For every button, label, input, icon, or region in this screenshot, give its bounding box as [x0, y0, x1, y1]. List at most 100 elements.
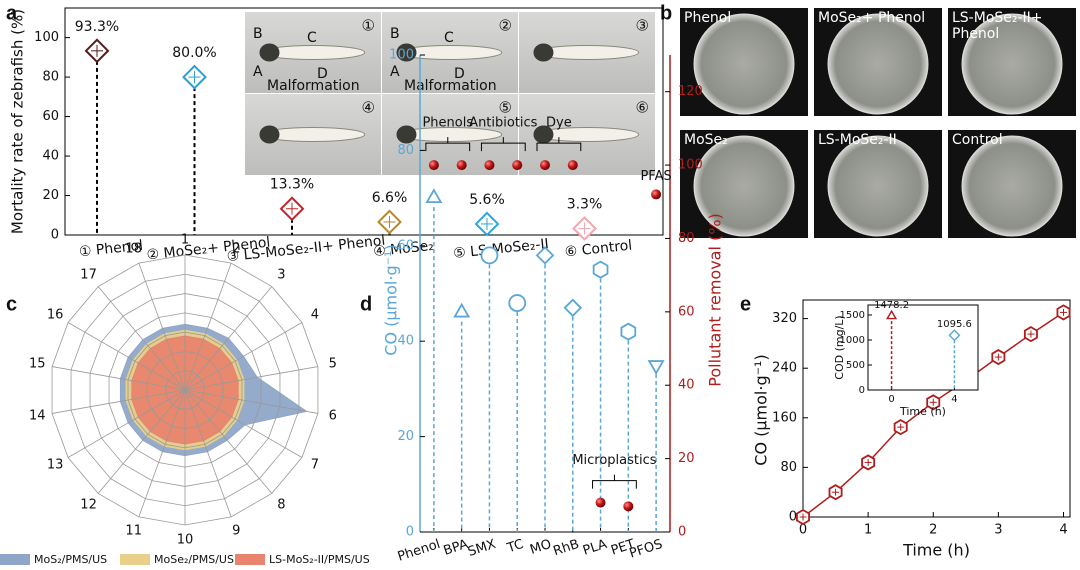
legend-swatch	[120, 554, 150, 565]
y-tick-label: 40	[678, 378, 695, 393]
x-tick-label: 4	[1059, 523, 1067, 538]
y-tick-label: 0	[51, 228, 59, 243]
y-tick-label: 100	[389, 48, 414, 63]
data-label: 93.3%	[75, 19, 119, 35]
inset-annotation: D	[317, 66, 328, 82]
label-box: LS-MoSe₂-II	[818, 132, 897, 148]
marker	[480, 246, 499, 265]
inset-annotation: Malformation	[404, 78, 497, 94]
marker-group	[926, 394, 941, 411]
x-tick-label: BPA	[442, 537, 470, 559]
y-tick-label: 100	[34, 30, 59, 45]
inset-annotation: B	[390, 26, 400, 42]
y-tick-label: 120	[678, 84, 703, 99]
y-tick-label: 80	[42, 70, 59, 85]
marker	[512, 160, 523, 171]
marker-group	[84, 38, 110, 64]
legend-swatch	[235, 554, 265, 565]
x-tick-label: 0	[888, 394, 894, 405]
x-tick-label: PET	[609, 537, 637, 559]
radar-spoke	[138, 389, 186, 517]
photo-label: Phenol	[684, 10, 732, 26]
x-tick-label: SMX	[466, 537, 498, 560]
y-tick-label: 80	[397, 143, 414, 158]
petri-dish	[961, 13, 1063, 115]
group-label: PFAS	[640, 169, 671, 184]
axis-label: 13	[47, 458, 64, 473]
y-tick-label: 1500	[840, 310, 865, 321]
axis-label: 6	[329, 409, 337, 424]
legend-label: LS-MoS₂-II/PMS/US	[269, 553, 370, 566]
radar-spoke	[97, 389, 186, 494]
marker-group	[886, 309, 898, 320]
panel-label: a	[6, 2, 18, 24]
y-tick-label: 40	[42, 149, 59, 164]
x-tick-label: ④ MoSe₂	[372, 238, 434, 260]
marker-group	[1023, 326, 1038, 343]
y-tick-label: 1000	[840, 335, 865, 346]
y-tick-label: 20	[42, 188, 59, 203]
group-label: Microplastics	[572, 453, 656, 468]
label-box: MoSe₂+ Phenol	[818, 10, 925, 26]
radar-spoke	[184, 322, 303, 391]
y-tick-label: 500	[846, 360, 865, 371]
marker-group	[991, 349, 1006, 366]
x-tick-label: TC	[504, 537, 525, 557]
axis-label: 1	[181, 233, 189, 248]
inset-annotation: D	[454, 66, 465, 82]
marker-group	[474, 211, 500, 237]
label-box: LS-MoSe₂-II+ Phenol	[952, 10, 1043, 42]
radar-spoke	[184, 286, 273, 391]
y-tick-label: 60	[678, 304, 695, 319]
y-tick-label: 80	[780, 460, 797, 475]
axis-label: 3	[277, 268, 285, 283]
axis-label: 14	[29, 409, 46, 424]
inset-label: ③	[636, 17, 649, 35]
marker	[623, 501, 634, 512]
marker	[620, 322, 637, 341]
photo-label: Control	[952, 132, 1003, 148]
group-bracket	[592, 474, 637, 489]
marker	[484, 160, 495, 171]
y-tick-label: 0	[406, 525, 414, 540]
marker	[425, 188, 443, 204]
axis-label: 2	[232, 242, 240, 257]
group-label: Antibiotics	[469, 116, 538, 131]
x-tick-label: ⑤ LS-MoSe₂-II	[453, 236, 550, 262]
x-tick-label: 0	[799, 523, 807, 538]
axis-label: 18	[125, 242, 142, 257]
inset-annotation: C	[444, 30, 454, 46]
marker-group	[828, 484, 843, 501]
inset-annotation: B	[253, 26, 263, 42]
x-tick-label: ⑥ Control	[564, 238, 633, 261]
group-label: Dye	[546, 116, 572, 131]
radar-spoke	[51, 389, 186, 414]
data-label: 13.3%	[270, 177, 314, 193]
legend-label: MoSe₂/PMS/US	[154, 553, 234, 566]
axis-label: 17	[80, 268, 97, 283]
marker-group	[377, 209, 402, 235]
marker	[428, 160, 439, 171]
marker	[563, 298, 583, 318]
group-label: Phenols	[422, 116, 473, 131]
inset-label: ①	[362, 17, 375, 35]
radar-spoke	[184, 389, 319, 414]
x-tick-label: 3	[994, 523, 1002, 538]
label-box: Phenol	[684, 10, 732, 26]
fish-head	[533, 125, 554, 144]
petri-dish	[693, 135, 795, 237]
fish-head	[396, 43, 417, 62]
x-tick-label: 2	[929, 523, 937, 538]
inset-label: ⑤	[499, 99, 512, 117]
marker	[592, 260, 609, 279]
radar-spoke	[51, 366, 186, 391]
y-tick-label: 80	[678, 231, 695, 246]
axis-label: 16	[47, 308, 64, 323]
y-tick-label: 240	[772, 361, 797, 376]
inset-label: ④	[362, 99, 375, 117]
axis-label: 10	[177, 533, 194, 548]
marker-group	[948, 329, 961, 342]
radar-spoke	[184, 263, 232, 391]
inset-annotation: Malformation	[267, 78, 360, 94]
